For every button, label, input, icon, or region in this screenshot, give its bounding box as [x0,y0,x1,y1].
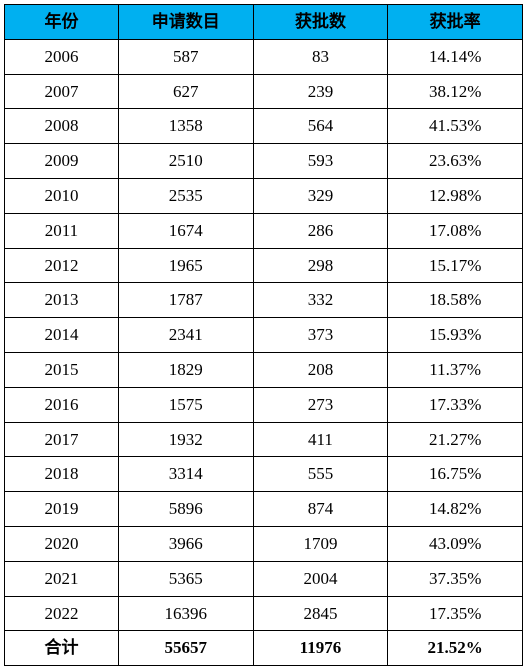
cell-rate: 14.14% [388,39,523,74]
table-row: 2015182920811.37% [5,352,523,387]
cell-rate: 18.58% [388,283,523,318]
cell-applications: 1674 [118,213,253,248]
cell-applications: 1358 [118,109,253,144]
cell-year: 2021 [5,561,119,596]
cell-year: 2013 [5,283,119,318]
cell-approvals: 286 [253,213,388,248]
table-row: 2018331455516.75% [5,457,523,492]
cell-approvals: 332 [253,283,388,318]
header-approvals: 获批数 [253,5,388,40]
cell-year: 2018 [5,457,119,492]
cell-rate: 11.37% [388,352,523,387]
cell-applications: 1932 [118,422,253,457]
cell-rate: 14.82% [388,492,523,527]
cell-rate: 17.33% [388,387,523,422]
cell-applications: 2535 [118,178,253,213]
cell-approvals: 593 [253,144,388,179]
cell-approvals: 874 [253,492,388,527]
cell-applications: 5896 [118,492,253,527]
cell-approvals: 555 [253,457,388,492]
cell-applications: 1829 [118,352,253,387]
cell-applications: 55657 [118,631,253,666]
cell-applications: 1575 [118,387,253,422]
cell-approvals: 298 [253,248,388,283]
table-row: 2013178733218.58% [5,283,523,318]
header-applications: 申请数目 [118,5,253,40]
cell-year: 2012 [5,248,119,283]
cell-approvals: 2004 [253,561,388,596]
cell-rate: 15.17% [388,248,523,283]
cell-rate: 15.93% [388,318,523,353]
header-rate: 获批率 [388,5,523,40]
cell-rate: 12.98% [388,178,523,213]
cell-year: 2014 [5,318,119,353]
cell-applications: 1787 [118,283,253,318]
cell-approvals: 1709 [253,526,388,561]
cell-year: 2008 [5,109,119,144]
cell-applications: 5365 [118,561,253,596]
table-row: 2011167428617.08% [5,213,523,248]
cell-rate: 37.35% [388,561,523,596]
cell-approvals: 564 [253,109,388,144]
cell-rate: 38.12% [388,74,523,109]
cell-approvals: 411 [253,422,388,457]
cell-rate: 41.53% [388,109,523,144]
table-row: 2016157527317.33% [5,387,523,422]
cell-approvals: 373 [253,318,388,353]
cell-rate: 23.63% [388,144,523,179]
table-body: 20065878314.14%200762723938.12%200813585… [5,39,523,665]
table-row: 2012196529815.17% [5,248,523,283]
cell-rate: 21.27% [388,422,523,457]
cell-year: 2011 [5,213,119,248]
cell-year: 2007 [5,74,119,109]
cell-year: 2015 [5,352,119,387]
table-row: 2019589687414.82% [5,492,523,527]
cell-applications: 3966 [118,526,253,561]
table-row: 2017193241121.27% [5,422,523,457]
cell-approvals: 273 [253,387,388,422]
cell-year: 2006 [5,39,119,74]
cell-year: 2009 [5,144,119,179]
cell-applications: 587 [118,39,253,74]
table-row: 2009251059323.63% [5,144,523,179]
cell-rate: 43.09% [388,526,523,561]
cell-applications: 1965 [118,248,253,283]
table-row: 20203966170943.09% [5,526,523,561]
cell-approvals: 239 [253,74,388,109]
cell-approvals: 208 [253,352,388,387]
cell-applications: 2510 [118,144,253,179]
cell-applications: 627 [118,74,253,109]
cell-applications: 2341 [118,318,253,353]
cell-year: 2020 [5,526,119,561]
cell-year: 2017 [5,422,119,457]
cell-rate: 21.52% [388,631,523,666]
table-row: 20215365200437.35% [5,561,523,596]
cell-year: 2016 [5,387,119,422]
header-year: 年份 [5,5,119,40]
table-row: 2008135856441.53% [5,109,523,144]
cell-applications: 3314 [118,457,253,492]
cell-approvals: 83 [253,39,388,74]
cell-rate: 17.08% [388,213,523,248]
table-row: 20065878314.14% [5,39,523,74]
cell-year: 2010 [5,178,119,213]
cell-rate: 16.75% [388,457,523,492]
table-row: 2014234137315.93% [5,318,523,353]
total-row: 合计556571197621.52% [5,631,523,666]
cell-approvals: 11976 [253,631,388,666]
cell-year: 合计 [5,631,119,666]
table-row: 200762723938.12% [5,74,523,109]
table-row: 2010253532912.98% [5,178,523,213]
cell-year: 2019 [5,492,119,527]
cell-approvals: 329 [253,178,388,213]
header-row: 年份 申请数目 获批数 获批率 [5,5,523,40]
stats-table: 年份 申请数目 获批数 获批率 20065878314.14%200762723… [4,4,523,666]
